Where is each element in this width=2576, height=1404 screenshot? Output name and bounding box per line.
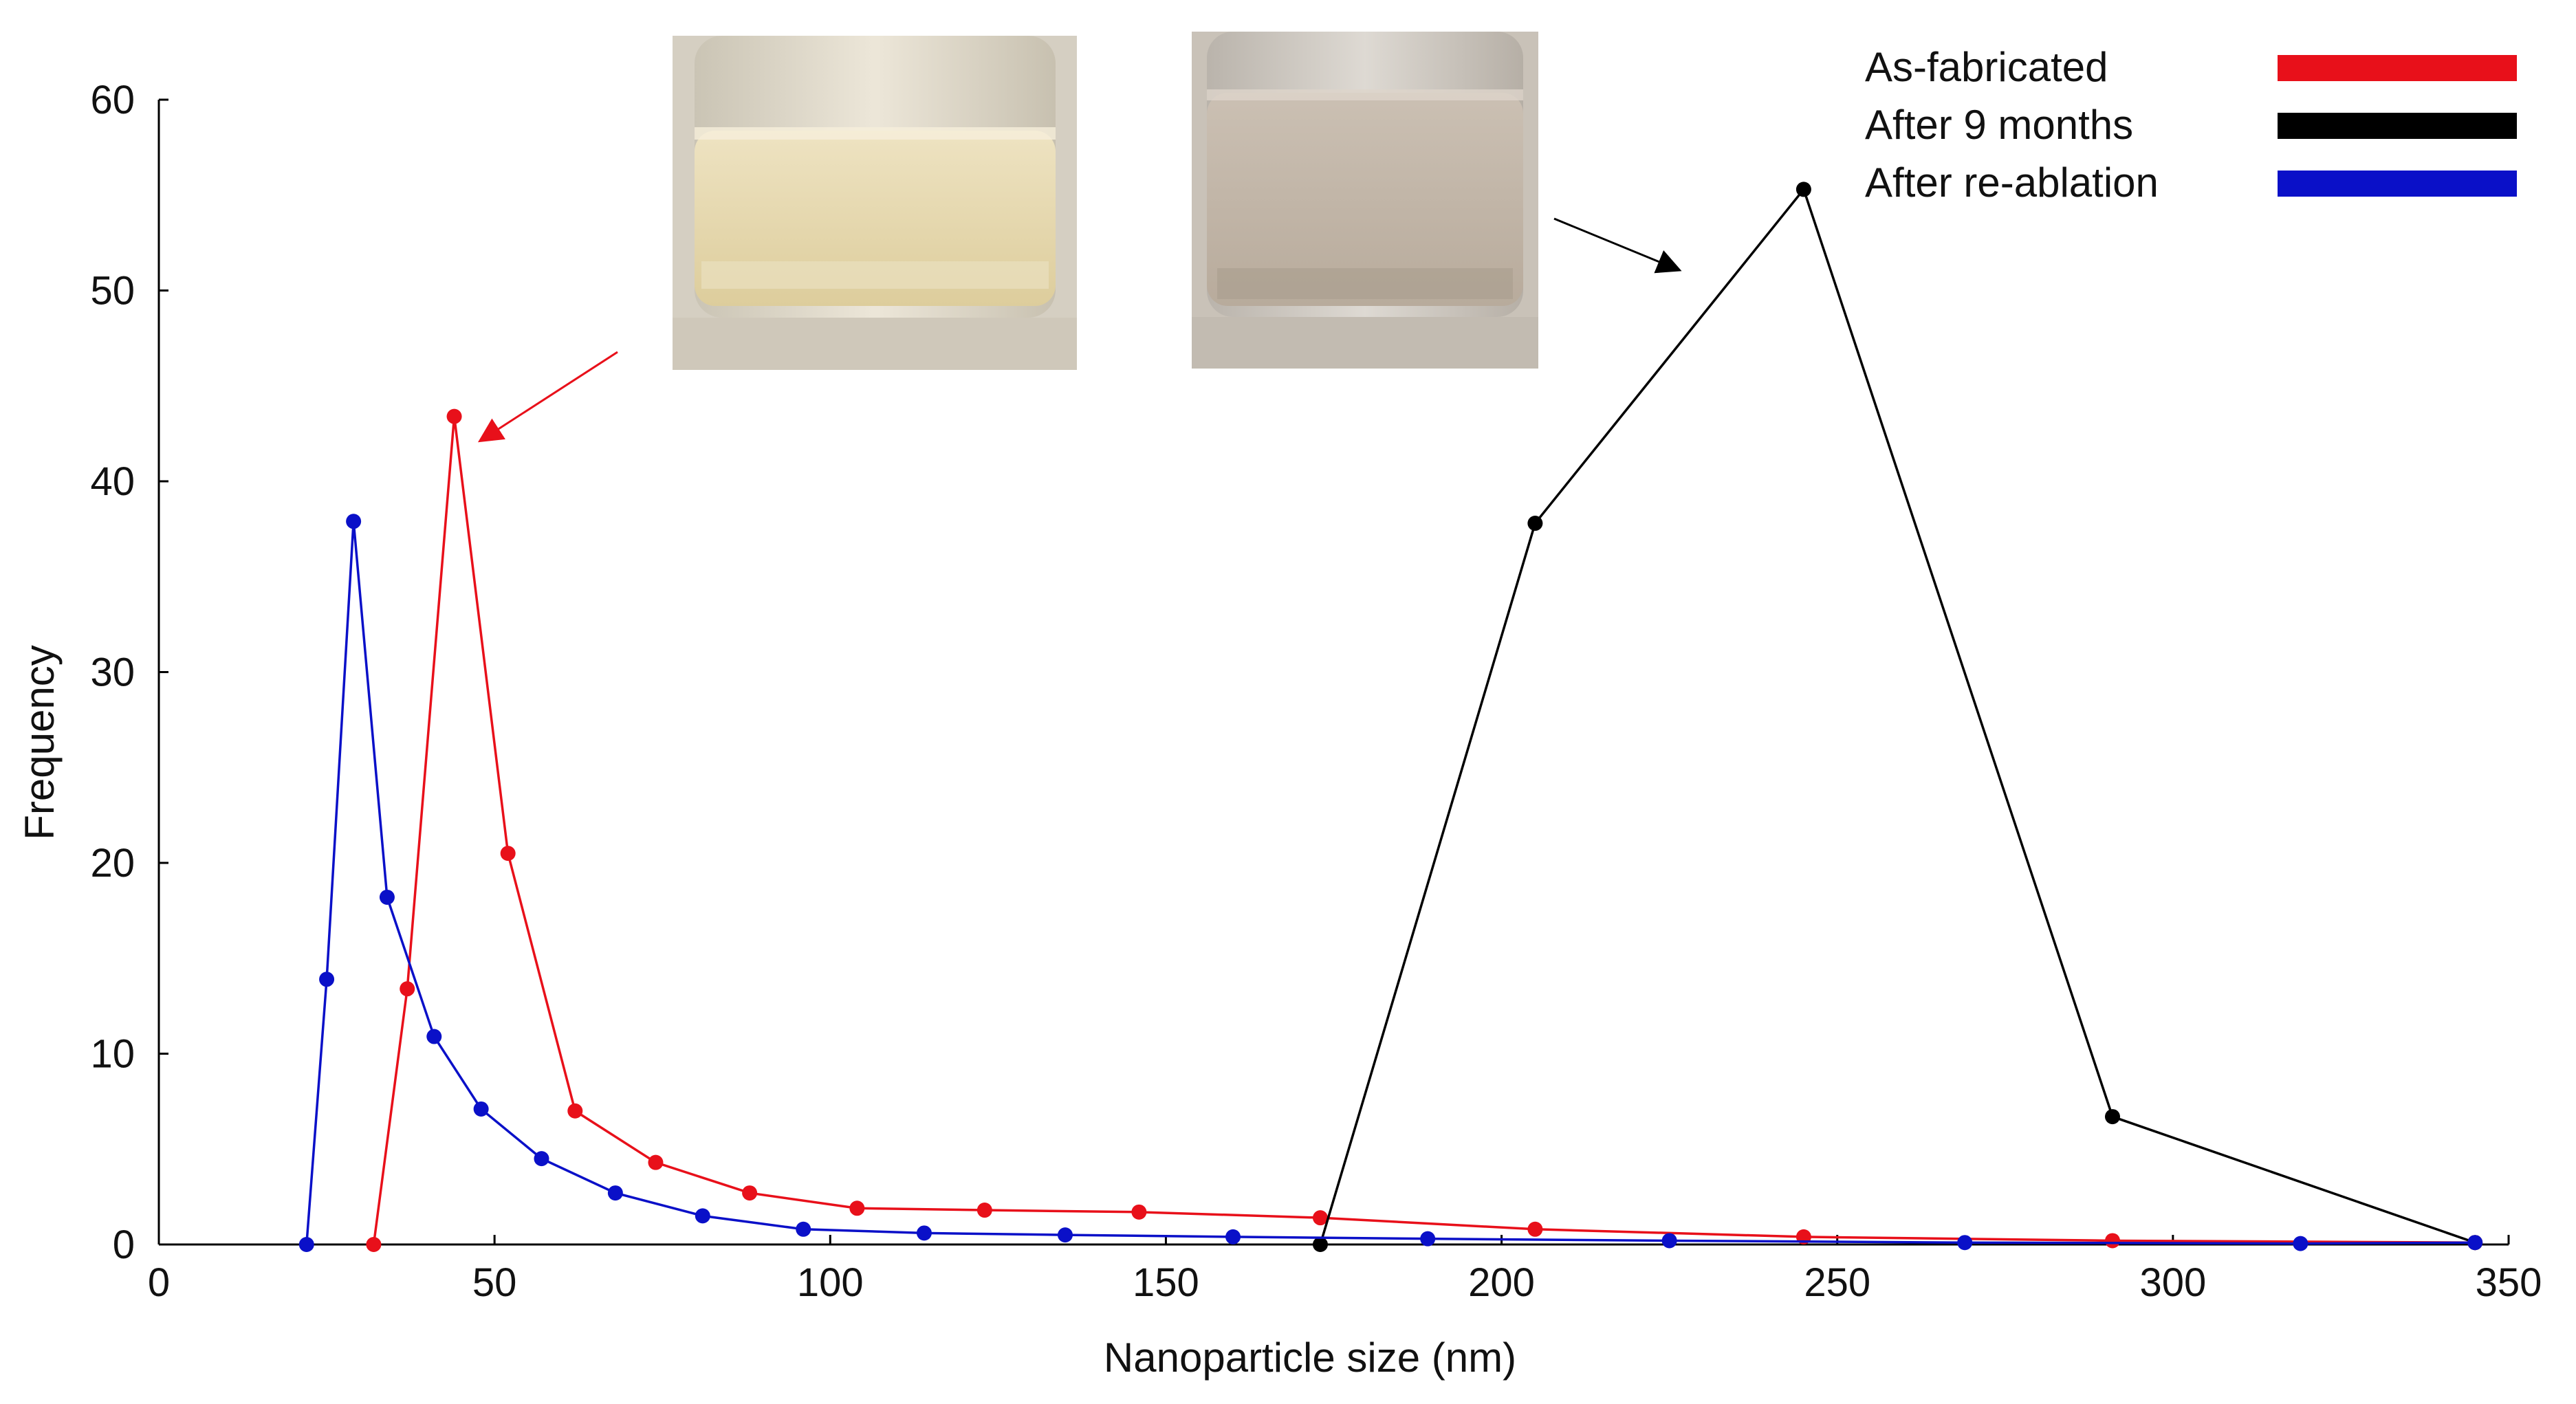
data-point <box>346 514 362 529</box>
data-point <box>849 1200 865 1216</box>
legend: As-fabricated After 9 months After re-abla… <box>1865 44 2517 206</box>
y-tick-label: 10 <box>90 1032 135 1077</box>
legend-swatch <box>2278 55 2517 81</box>
x-axis-label: Nanoparticle size (nm) <box>1104 1335 1516 1381</box>
series-line <box>372 416 2476 1245</box>
legend-label: After 9 months <box>1865 102 2133 148</box>
data-point <box>1312 1210 1328 1226</box>
y-tick-label: 60 <box>90 78 135 122</box>
x-tick-label: 300 <box>2139 1260 2206 1305</box>
ticks: 0 50 100 150 200 250 300 350 0 10 20 30 40 50 60 <box>90 78 2542 1305</box>
y-tick-label: 30 <box>90 650 135 695</box>
series-0 <box>366 408 2483 1252</box>
data-point <box>976 1203 992 1218</box>
data-point <box>1131 1204 1147 1220</box>
y-tick-label: 20 <box>90 841 135 886</box>
aged-vial-photo <box>1192 32 1538 369</box>
data-point <box>1225 1229 1241 1244</box>
data-point <box>2467 1235 2483 1251</box>
data-point <box>2104 1233 2120 1249</box>
x-tick-label: 100 <box>797 1260 864 1305</box>
data-point <box>796 1221 811 1237</box>
legend-swatch <box>2278 171 2517 197</box>
data-point <box>1420 1231 1436 1247</box>
series-line <box>305 521 2476 1245</box>
data-point <box>1957 1235 1973 1251</box>
data-point <box>742 1185 758 1201</box>
x-tick-label: 0 <box>148 1260 170 1305</box>
y-tick-label: 40 <box>90 459 135 504</box>
x-tick-label: 250 <box>1804 1260 1870 1305</box>
arrow-to-aged-peak <box>1553 217 1682 274</box>
series-layer <box>298 182 2483 1252</box>
x-tick-label: 350 <box>2476 1260 2542 1305</box>
legend-label: As-fabricated <box>1865 44 2108 90</box>
x-tick-label: 150 <box>1133 1260 1199 1305</box>
data-point <box>916 1225 932 1241</box>
x-tick-label: 50 <box>472 1260 517 1305</box>
data-point <box>648 1154 664 1170</box>
data-point <box>446 408 462 424</box>
x-tick-label: 200 <box>1468 1260 1535 1305</box>
data-point <box>298 1237 314 1252</box>
data-point <box>426 1029 442 1044</box>
data-point <box>1312 1237 1328 1252</box>
data-point <box>1795 182 1811 197</box>
data-point <box>319 972 335 987</box>
data-point <box>366 1237 382 1252</box>
y-axis-label: Frequency <box>17 645 63 840</box>
y-tick-label: 0 <box>113 1222 135 1267</box>
series-2 <box>298 514 2483 1252</box>
arrow-to-as-fabricated-peak <box>477 351 618 443</box>
legend-swatch <box>2278 113 2517 139</box>
fresh-vial-photo <box>673 36 1077 370</box>
data-point <box>2104 1109 2120 1125</box>
data-point <box>607 1185 623 1201</box>
data-point <box>379 889 395 905</box>
data-point <box>1527 516 1543 531</box>
data-point <box>1527 1221 1543 1237</box>
data-point <box>400 981 415 997</box>
data-point <box>500 846 516 862</box>
y-tick-label: 50 <box>90 269 135 314</box>
data-point <box>534 1151 549 1167</box>
data-point <box>567 1103 583 1119</box>
data-point <box>473 1101 489 1117</box>
data-point <box>2293 1236 2308 1251</box>
legend-label: After re-ablation <box>1865 160 2159 206</box>
data-point <box>1057 1227 1073 1243</box>
data-point <box>1661 1233 1677 1249</box>
data-point <box>695 1208 710 1224</box>
